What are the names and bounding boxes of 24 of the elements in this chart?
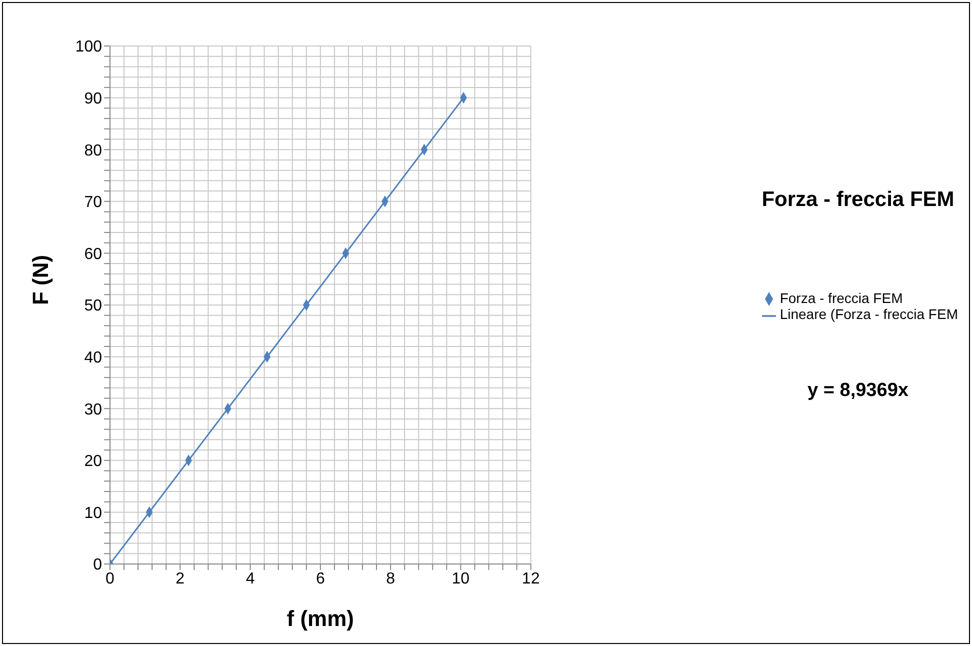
x-tick-label: 4 xyxy=(246,570,255,588)
y-tick-label: 10 xyxy=(84,504,102,522)
y-tick-label: 40 xyxy=(84,349,102,366)
y-tick-label: 100 xyxy=(75,38,102,56)
y-tick-label: 80 xyxy=(84,142,102,160)
y-tick-label: 60 xyxy=(84,246,102,263)
x-tick-label: 10 xyxy=(452,570,470,588)
y-tick-label: 50 xyxy=(84,298,102,315)
y-tick-label: 90 xyxy=(84,90,102,108)
x-tick-label: 8 xyxy=(386,570,396,588)
x-axis-title: f (mm) xyxy=(286,606,354,631)
y-tick-label: 70 xyxy=(84,194,102,212)
x-tick-label: 6 xyxy=(316,570,325,588)
text: Forza - freccia FEM xyxy=(760,188,956,212)
y-tick-label: 0 xyxy=(93,556,102,574)
y-axis-title: F (N) xyxy=(28,254,53,305)
legend-label: Forza - freccia FEM xyxy=(780,290,903,306)
x-tick-label: 2 xyxy=(176,570,185,588)
y-tick-label: 20 xyxy=(84,453,102,470)
x-tick-label: 0 xyxy=(106,570,115,588)
x-tick-label: 12 xyxy=(522,570,540,588)
legend-label: Lineare (Forza - freccia FEM xyxy=(780,306,958,322)
y-tick-label: 30 xyxy=(84,401,102,418)
text: y = 8,9369x xyxy=(806,380,910,402)
